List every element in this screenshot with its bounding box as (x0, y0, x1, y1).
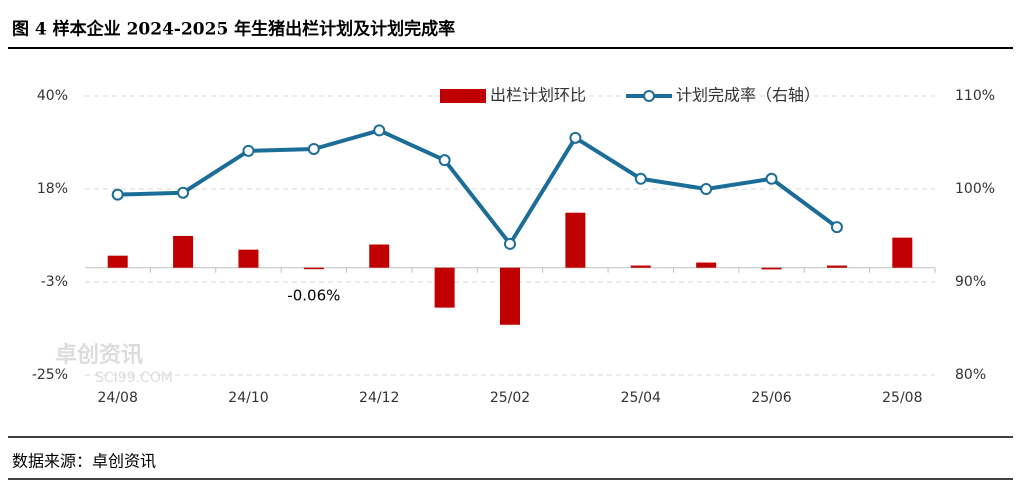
data-label: -0.06% (287, 286, 340, 304)
line-marker (111, 188, 124, 201)
y-tick-label: -3% (41, 274, 68, 290)
bar (500, 267, 520, 325)
x-tick-label: 24/08 (98, 390, 138, 406)
y2-tick-label: 100% (955, 181, 995, 197)
bar (696, 262, 717, 268)
bar (369, 244, 390, 268)
bar (173, 235, 194, 268)
legend-swatch (440, 89, 486, 103)
line-marker (373, 124, 386, 137)
line-marker (504, 237, 516, 250)
line-marker (569, 131, 582, 144)
x-tick-label: 25/04 (621, 390, 661, 406)
y2-tick-label: 90% (955, 274, 986, 290)
line-marker (634, 172, 647, 185)
bar (892, 237, 913, 268)
line-marker (177, 186, 190, 199)
legend-label: 计划完成率（右轴） (676, 86, 820, 105)
watermark: 卓创资讯 (55, 343, 143, 368)
bar (630, 265, 651, 268)
y-tick-label: 18% (37, 181, 68, 197)
line-marker (765, 172, 778, 185)
bar (238, 249, 259, 268)
bar (565, 212, 586, 268)
chart-title: 图 4 样本企业 2024-2025 年生猪出栏计划及计划完成率 (12, 19, 455, 40)
x-tick-label: 24/12 (359, 390, 399, 406)
bar (761, 267, 782, 270)
x-tick-label: 24/10 (228, 390, 268, 406)
source: 数据来源：卓创资讯 (12, 452, 156, 471)
bar (434, 267, 455, 308)
line-marker (307, 143, 320, 156)
watermark: SCI99.COM (95, 370, 173, 386)
x-tick-label: 25/02 (490, 390, 530, 406)
line-marker (700, 183, 713, 195)
y2-tick-label: 110% (955, 88, 995, 104)
bar (826, 265, 847, 268)
legend-label: 出栏计划环比 (490, 86, 586, 105)
legend-swatch (643, 90, 656, 102)
line-marker (830, 221, 843, 234)
line (117, 128, 839, 246)
x-tick-label: 25/06 (751, 390, 791, 406)
x-tick-label: 25/08 (882, 390, 922, 406)
line-marker (438, 154, 451, 167)
bar (303, 267, 324, 270)
line-marker (242, 144, 255, 157)
y2-tick-label: 80% (955, 367, 986, 383)
bar (107, 255, 128, 268)
y-tick-label: 40% (37, 88, 68, 104)
y-tick-label: -25% (32, 367, 68, 383)
